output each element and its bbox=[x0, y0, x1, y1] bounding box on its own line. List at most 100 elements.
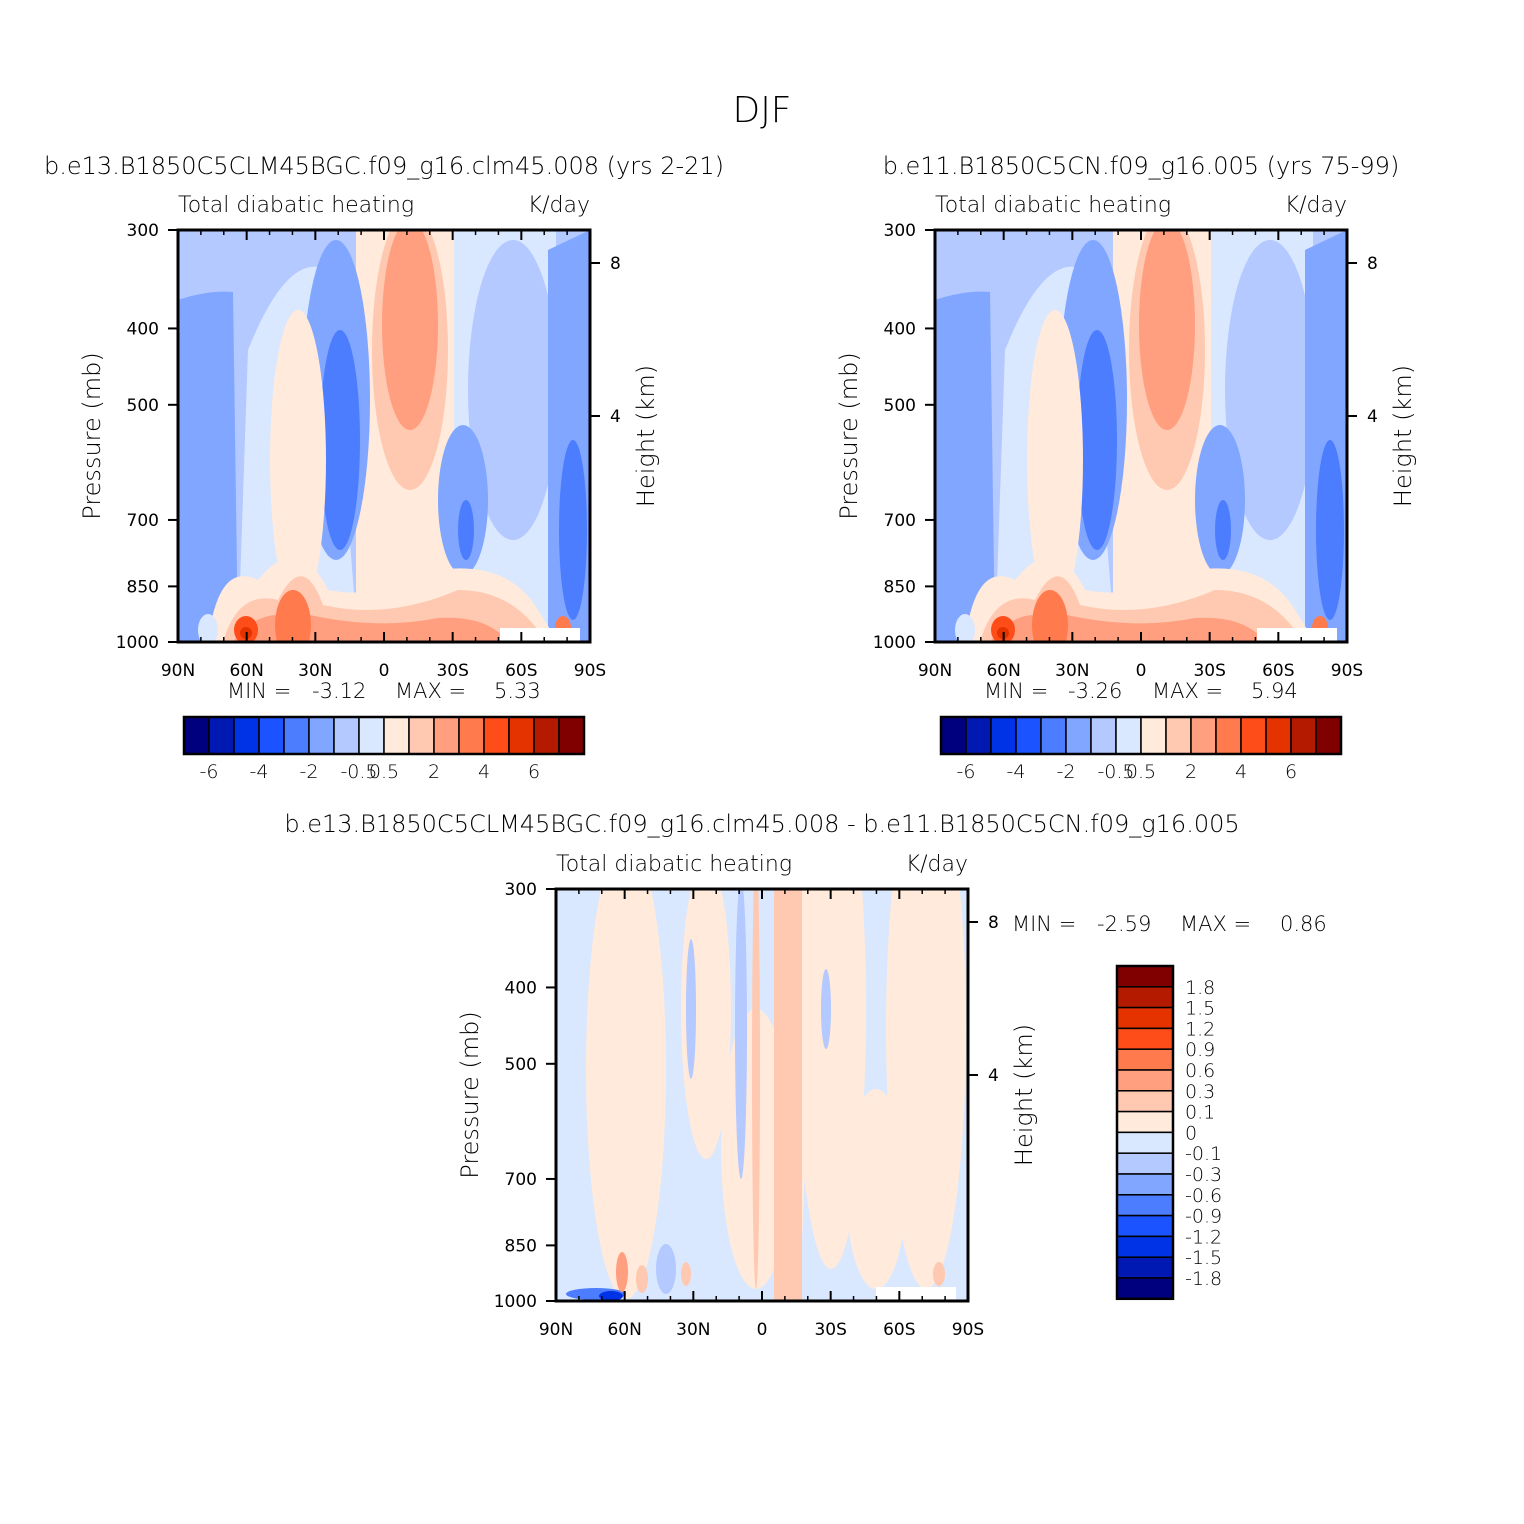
panel-left-contour-field bbox=[178, 230, 590, 642]
panel-difference-contour-region bbox=[886, 889, 966, 1289]
panel-right-colorbar-label: -0.5 bbox=[1097, 761, 1134, 783]
panel-difference-contour-region bbox=[599, 1291, 623, 1301]
panel-difference-colorbar-swatch bbox=[1116, 1131, 1174, 1154]
panel-difference-colorbar-label: 1.2 bbox=[1185, 1018, 1215, 1040]
panel-difference-contour-region bbox=[821, 969, 831, 1049]
panel-left-colorbar-swatch bbox=[183, 716, 210, 755]
panel-difference-colorbar: 1.81.51.20.90.60.30.10-0.1-0.3-0.6-0.9-1… bbox=[1115, 964, 1222, 1301]
panel-difference-ytick-label: 400 bbox=[505, 978, 537, 998]
panel-left-colorbar-swatch bbox=[483, 716, 510, 755]
panel-left-xtick-label: 30S bbox=[436, 661, 468, 681]
panel-difference-contour-region bbox=[876, 1287, 956, 1301]
panel-difference-contour-region bbox=[735, 889, 747, 1179]
panel-right-colorbar-swatch bbox=[1265, 716, 1292, 755]
panel-right-colorbar-swatch bbox=[1190, 716, 1217, 755]
panel-difference-colorbar-swatch bbox=[1116, 1277, 1174, 1300]
panel-difference-ylabel-right: Height (km) bbox=[1010, 1024, 1038, 1166]
panel-left-ytick-label: 500 bbox=[127, 396, 159, 416]
panel-right-xtick-label: 0 bbox=[1136, 661, 1147, 681]
panel-difference-axes: 90N 60N 30N 0 30S 60S 90S 300 400 500 700 850 1000 8 4 bbox=[494, 880, 999, 1340]
panel-left-min-value: -3.12 bbox=[312, 679, 366, 703]
panel-left-colorbar-swatch bbox=[208, 716, 235, 755]
panel-right-colorbar-label: 6 bbox=[1285, 761, 1297, 783]
panel-left-colorbar-label: -0.5 bbox=[340, 761, 377, 783]
panel-right-max-value: 5.94 bbox=[1251, 679, 1298, 703]
panel-difference-subtitle: Total diabatic heating bbox=[556, 852, 792, 877]
panel-left-colorbar-swatch bbox=[558, 716, 585, 755]
panel-left-case-title: b.e13.B1850C5CLM45BGC.f09_g16.clm45.008 … bbox=[44, 152, 724, 180]
panel-right-ytick-label: 700 bbox=[884, 511, 916, 531]
panel-difference-max-value: 0.86 bbox=[1280, 912, 1327, 936]
panel-right-colorbar-swatch bbox=[965, 716, 992, 755]
panel-difference-colorbar-label: 1.5 bbox=[1185, 998, 1215, 1020]
panel-left-colorbar-label: 4 bbox=[478, 761, 490, 783]
panel-left-xtick-label: 30N bbox=[298, 661, 332, 681]
panel-left-ytick-right-label: 8 bbox=[610, 254, 621, 274]
panel-difference-contour-region bbox=[586, 889, 666, 1299]
panel-difference-colorbar-swatch bbox=[1116, 1214, 1174, 1238]
panel-difference-colorbar-label: -1.2 bbox=[1185, 1226, 1222, 1248]
panel-right-contour-region bbox=[1077, 330, 1117, 550]
panel-difference-colorbar-label: -1.5 bbox=[1185, 1247, 1222, 1269]
panel-left-colorbar-swatch bbox=[508, 716, 535, 755]
panel-right-xtick-label: 60N bbox=[986, 661, 1020, 681]
panel-right-colorbar-swatch bbox=[1315, 716, 1342, 755]
panel-left-colorbar-label: -6 bbox=[200, 761, 219, 783]
panel-difference-colorbar-swatch bbox=[1116, 1069, 1174, 1092]
panel-difference-colorbar-swatch bbox=[1116, 986, 1174, 1009]
panel-left-max-value: 5.33 bbox=[494, 679, 541, 703]
panel-right-ytick-label: 300 bbox=[884, 221, 916, 241]
panel-difference-contour-region bbox=[933, 1262, 945, 1286]
panel-left-contour-region bbox=[468, 240, 558, 540]
panel-right-colorbar-label: 2 bbox=[1185, 761, 1197, 783]
panel-difference-colorbar-label: -0.3 bbox=[1185, 1164, 1222, 1186]
panel-left-xtick-label: 90S bbox=[574, 661, 606, 681]
panel-left-colorbar-swatch bbox=[258, 716, 285, 755]
panel-difference: b.e13.B1850C5CLM45BGC.f09_g16.clm45.008 … bbox=[284, 810, 1327, 1340]
panel-right-contour-region bbox=[1032, 590, 1068, 642]
panel-difference-colorbar-label: 1.8 bbox=[1185, 977, 1215, 999]
panel-difference-colorbar-swatch bbox=[1116, 1090, 1174, 1113]
panel-left-contour-region bbox=[559, 440, 587, 620]
panel-difference-colorbar-label: 0 bbox=[1185, 1122, 1197, 1144]
panel-difference-case-title: b.e13.B1850C5CLM45BGC.f09_g16.clm45.008 … bbox=[284, 810, 1239, 838]
panel-right-ylabel: Pressure (mb) bbox=[835, 352, 863, 519]
panel-difference-colorbar-label: -0.9 bbox=[1185, 1206, 1222, 1228]
panel-right-colorbar-swatch bbox=[1090, 716, 1117, 755]
panel-difference-colorbar-label: 0.1 bbox=[1185, 1102, 1215, 1124]
panel-right-colorbar-swatch bbox=[1140, 716, 1167, 755]
panel-left-colorbar-label: 6 bbox=[528, 761, 540, 783]
panel-right-ytick-right-label: 4 bbox=[1367, 407, 1378, 427]
panel-difference-contour-region bbox=[774, 889, 802, 1301]
panel-right-colorbar-frame bbox=[939, 715, 1343, 756]
panel-right-contour-region bbox=[1225, 240, 1315, 540]
panel-left-colorbar-swatch bbox=[383, 716, 410, 755]
panel-right-colorbar: -6 -4 -2 -0.50.5 2 4 6 bbox=[939, 715, 1343, 783]
panel-right-ytick-right-label: 8 bbox=[1367, 254, 1378, 274]
panel-right-colorbar-swatch bbox=[1290, 716, 1317, 755]
panel-right-colorbar-swatch bbox=[1065, 716, 1092, 755]
panel-left-ytick-label: 700 bbox=[127, 511, 159, 531]
panel-difference-contour-region bbox=[846, 1089, 906, 1289]
panel-right-contour-field bbox=[935, 230, 1347, 642]
panel-left-contour-region bbox=[458, 500, 474, 560]
panel-left-contour-region bbox=[382, 230, 438, 430]
panel-left-ytick-label: 1000 bbox=[116, 633, 159, 653]
panel-left-xtick-label: 60N bbox=[229, 661, 263, 681]
panel-difference-colorbar-label: 0.9 bbox=[1185, 1039, 1215, 1061]
panel-right-colorbar-swatch bbox=[1215, 716, 1242, 755]
panel-right-xtick-label: 30S bbox=[1193, 661, 1225, 681]
panel-difference-ytick-label: 700 bbox=[505, 1170, 537, 1190]
panel-left-ylabel: Pressure (mb) bbox=[78, 352, 106, 519]
panel-left-colorbar-swatch bbox=[308, 716, 335, 755]
panel-left-colorbar-label: -4 bbox=[250, 761, 269, 783]
panel-left-colorbar-frame bbox=[182, 715, 586, 756]
panel-right-ylabel-right: Height (km) bbox=[1389, 365, 1417, 507]
panel-right-axes: 90N 60N 30N 0 30S 60S 90S 300 400 500 700 850 1000 8 4 bbox=[873, 221, 1378, 681]
panel-difference-contour-region bbox=[636, 1265, 648, 1293]
panel-difference-min-value: -2.59 bbox=[1097, 912, 1151, 936]
panel-left-xtick-label: 0 bbox=[379, 661, 390, 681]
panel-difference-colorbar-swatch bbox=[1116, 1027, 1174, 1050]
panel-left-max-label: MAX = bbox=[395, 679, 466, 703]
panel-difference-colorbar-frame bbox=[1115, 964, 1175, 1301]
